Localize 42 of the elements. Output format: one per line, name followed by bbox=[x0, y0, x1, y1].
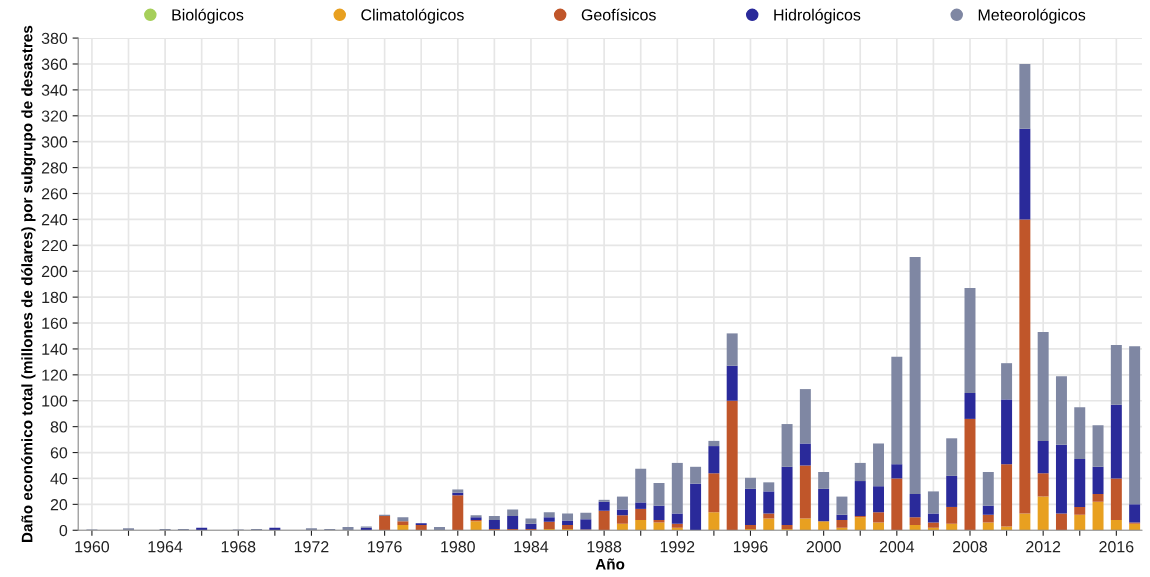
x-tick-label: 1996 bbox=[733, 541, 768, 553]
y-tick-label: 80 bbox=[50, 421, 68, 433]
y-tick-label: 260 bbox=[41, 188, 68, 200]
x-tick-label: 2008 bbox=[953, 541, 988, 553]
y-tick-label: 0 bbox=[59, 524, 68, 537]
x-tick-label: 1984 bbox=[514, 541, 549, 553]
x-tick-label: 1980 bbox=[441, 541, 475, 553]
y-tick-label: 200 bbox=[41, 265, 68, 278]
x-tick-label: 2016 bbox=[1099, 541, 1134, 553]
x-tick-label: 2004 bbox=[879, 541, 915, 553]
y-tick-label: 160 bbox=[42, 317, 68, 329]
x-tick-label: 2012 bbox=[1026, 541, 1061, 553]
y-tick-label: 20 bbox=[50, 498, 68, 511]
y-tick-label: 120 bbox=[42, 369, 68, 381]
y-tick-label: 320 bbox=[41, 110, 68, 122]
legend-label: Geofísicos bbox=[581, 8, 656, 21]
y-tick-label: 380 bbox=[41, 32, 68, 45]
y-tick-label: 180 bbox=[42, 291, 68, 304]
legend-label: Climatológicos bbox=[361, 8, 464, 24]
x-tick-label: 1976 bbox=[368, 541, 402, 553]
y-tick-label: 60 bbox=[50, 447, 68, 459]
y-tick-label: 220 bbox=[41, 239, 68, 252]
legend-label: Hidrológicos bbox=[774, 8, 861, 24]
x-tick-label: 1988 bbox=[587, 541, 622, 553]
y-tick-label: 100 bbox=[42, 395, 68, 407]
x-tick-label: 1992 bbox=[660, 541, 695, 553]
x-tick-label: 2000 bbox=[806, 541, 841, 553]
y-tick-label: 240 bbox=[41, 214, 68, 226]
legend-label: Meteorológicos bbox=[978, 8, 1086, 24]
y-tick-label: 140 bbox=[42, 343, 68, 355]
y-tick-label: 340 bbox=[41, 84, 68, 96]
x-tick-label: 1964 bbox=[148, 541, 183, 553]
y-axis-title: Daño económico total (millones de dólares) por subgrupo de desastres bbox=[21, 25, 36, 543]
x-axis-title: Año bbox=[595, 558, 625, 570]
y-tick-label: 40 bbox=[50, 473, 68, 485]
y-tick-label: 360 bbox=[41, 58, 68, 70]
legend-label: Biológicos bbox=[172, 8, 244, 24]
y-tick-label: 280 bbox=[41, 162, 68, 174]
x-tick-label: 1972 bbox=[294, 541, 329, 553]
x-tick-label: 1968 bbox=[221, 541, 256, 553]
y-tick-label: 300 bbox=[41, 136, 68, 148]
x-tick-label: 1960 bbox=[75, 541, 110, 553]
